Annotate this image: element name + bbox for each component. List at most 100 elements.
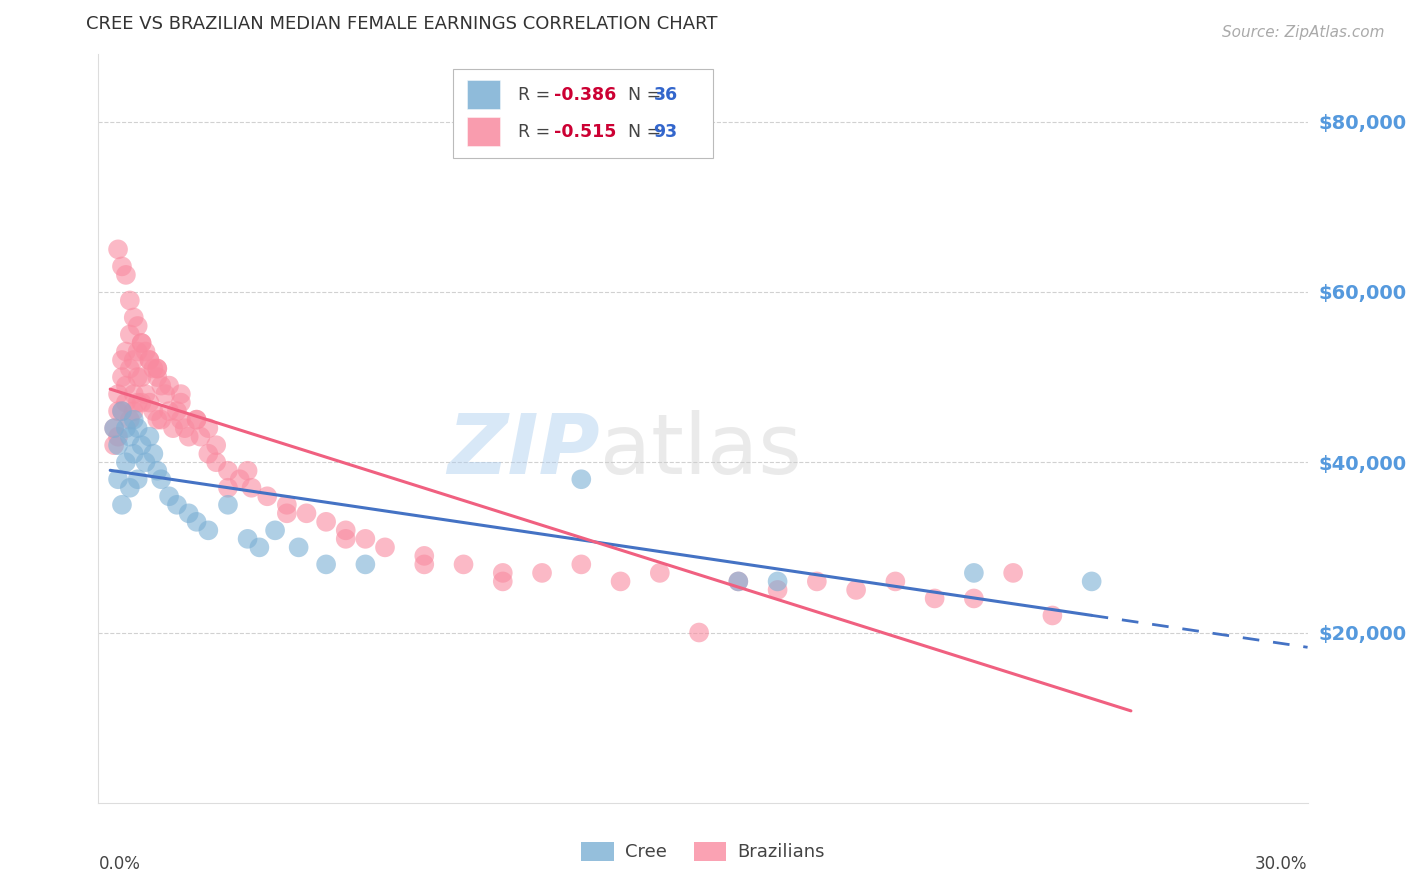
Point (177, 430, 200, 444)
Point (569, 472, 592, 486)
Point (609, 574, 631, 589)
Point (247, 541, 270, 555)
Text: 0.0%: 0.0% (98, 855, 141, 873)
Point (122, 412, 145, 426)
Point (236, 464, 259, 478)
Text: R =: R = (517, 86, 555, 103)
Point (335, 532, 357, 546)
Point (287, 541, 309, 555)
Point (197, 524, 219, 538)
Point (138, 395, 160, 409)
Text: atlas: atlas (600, 410, 801, 491)
FancyBboxPatch shape (467, 117, 501, 147)
Point (264, 524, 287, 538)
Point (177, 506, 200, 520)
Point (142, 404, 165, 418)
Point (150, 472, 173, 486)
Point (217, 481, 239, 495)
Point (115, 268, 138, 282)
Text: 93: 93 (654, 123, 678, 141)
Point (118, 430, 141, 444)
Point (103, 421, 125, 435)
Point (315, 515, 337, 529)
Point (111, 404, 134, 418)
Point (107, 438, 129, 452)
Point (122, 447, 145, 461)
Point (1080, 574, 1102, 589)
Point (122, 387, 145, 401)
Legend: Cree, Brazilians: Cree, Brazilians (574, 835, 832, 869)
Point (107, 430, 129, 444)
Point (166, 404, 188, 418)
Text: CREE VS BRAZILIAN MEDIAN FEMALE EARNINGS CORRELATION CHART: CREE VS BRAZILIAN MEDIAN FEMALE EARNINGS… (86, 14, 718, 32)
Point (295, 506, 318, 520)
Point (111, 370, 134, 384)
Point (170, 412, 193, 426)
Point (146, 361, 169, 376)
Text: N =: N = (617, 86, 666, 103)
Point (170, 387, 193, 401)
Point (335, 524, 357, 538)
Point (107, 404, 129, 418)
Point (162, 421, 184, 435)
Point (492, 574, 515, 589)
Point (153, 387, 176, 401)
Point (122, 310, 145, 325)
FancyBboxPatch shape (453, 70, 713, 158)
Point (122, 404, 145, 418)
Point (453, 558, 475, 572)
Point (884, 574, 907, 589)
Point (186, 412, 208, 426)
Point (146, 464, 169, 478)
Point (845, 582, 868, 597)
Point (236, 532, 259, 546)
Point (354, 532, 377, 546)
Point (766, 582, 789, 597)
Point (138, 430, 160, 444)
Point (146, 370, 169, 384)
Point (115, 344, 138, 359)
Point (146, 412, 169, 426)
Point (217, 498, 239, 512)
Point (135, 344, 157, 359)
Point (205, 455, 228, 469)
Point (138, 353, 160, 368)
Point (111, 260, 134, 274)
Point (963, 591, 986, 606)
Text: 36: 36 (654, 86, 678, 103)
Point (766, 574, 789, 589)
Text: R =: R = (517, 123, 555, 141)
Point (727, 574, 749, 589)
Point (131, 438, 153, 452)
Point (240, 481, 263, 495)
Point (150, 412, 173, 426)
Point (127, 370, 149, 384)
Point (217, 464, 239, 478)
Point (103, 421, 125, 435)
Point (1002, 566, 1025, 580)
Text: ZIP: ZIP (447, 410, 600, 491)
Point (166, 498, 188, 512)
Point (142, 361, 165, 376)
Point (131, 395, 153, 409)
Text: -0.386: -0.386 (554, 86, 616, 103)
Point (118, 361, 141, 376)
Point (256, 489, 278, 503)
Point (413, 558, 436, 572)
Point (492, 566, 515, 580)
Text: N =: N = (617, 123, 666, 141)
Point (103, 438, 125, 452)
Point (118, 327, 141, 342)
Point (924, 591, 946, 606)
Point (806, 574, 828, 589)
Point (118, 481, 141, 495)
Point (648, 566, 671, 580)
Point (229, 472, 252, 486)
Point (186, 412, 208, 426)
Point (115, 455, 138, 469)
Point (170, 395, 193, 409)
Point (115, 421, 138, 435)
Point (157, 378, 180, 392)
Point (190, 430, 212, 444)
Point (118, 412, 141, 426)
